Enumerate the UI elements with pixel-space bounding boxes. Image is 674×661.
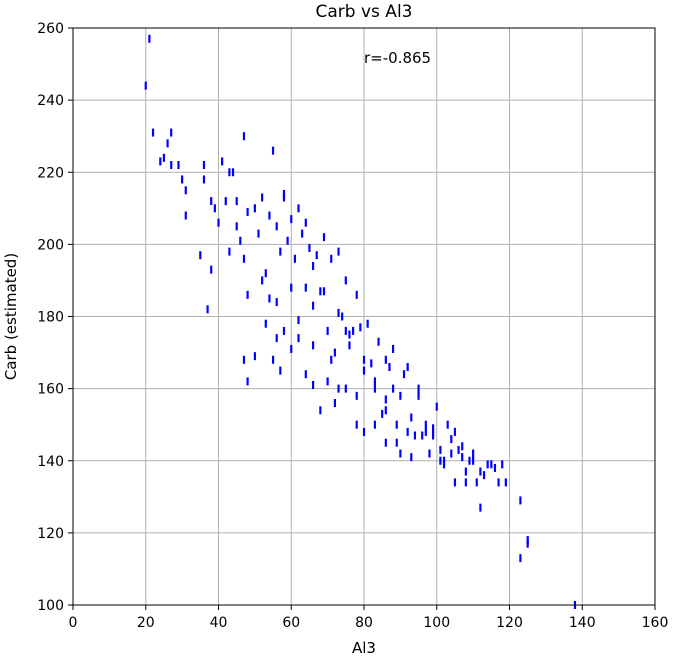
x-tick-label: 0 [69, 615, 78, 631]
y-tick-label: 240 [37, 93, 64, 109]
x-tick-label: 120 [496, 615, 523, 631]
x-tick-label: 20 [137, 615, 155, 631]
y-axis-label: Carb (estimated) [2, 253, 20, 380]
y-tick-label: 260 [37, 21, 64, 37]
y-tick-label: 100 [37, 598, 64, 614]
grid-lines [72, 27, 656, 606]
x-tick-label: 100 [423, 615, 450, 631]
x-tick-label: 60 [282, 615, 300, 631]
y-tick-label: 200 [37, 237, 64, 253]
y-tick-label: 120 [37, 526, 64, 542]
x-tick-label: 80 [355, 615, 373, 631]
y-axis-ticks: 100 120 140 160 180 200 220 240 260 [37, 21, 73, 614]
x-axis-label: Al3 [352, 639, 376, 657]
x-tick-label: 140 [569, 615, 596, 631]
correlation-annotation: r=-0.865 [364, 49, 431, 67]
y-tick-label: 180 [37, 310, 64, 326]
x-tick-label: 40 [210, 615, 228, 631]
chart-title: Carb vs Al3 [316, 2, 413, 22]
y-tick-label: 220 [37, 165, 64, 181]
y-tick-label: 140 [37, 454, 64, 470]
data-points [144, 34, 577, 609]
x-axis-ticks: 0 20 40 60 80 100 120 140 160 [69, 605, 669, 631]
x-tick-label: 160 [642, 615, 669, 631]
y-tick-label: 160 [37, 382, 64, 398]
